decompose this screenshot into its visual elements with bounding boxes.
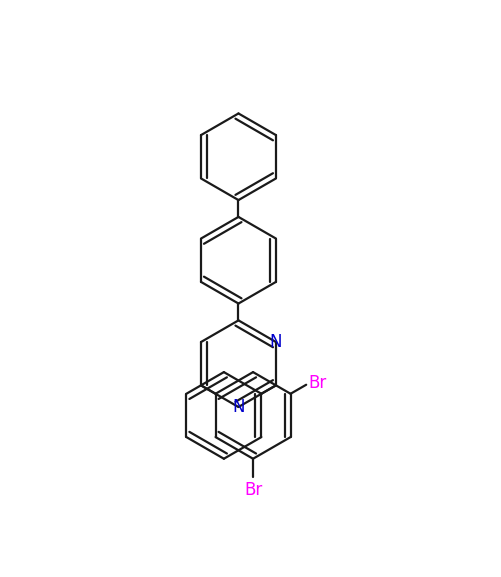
Text: N: N — [270, 333, 282, 351]
Text: Br: Br — [244, 481, 262, 499]
Text: Br: Br — [309, 374, 327, 392]
Text: N: N — [232, 398, 244, 416]
